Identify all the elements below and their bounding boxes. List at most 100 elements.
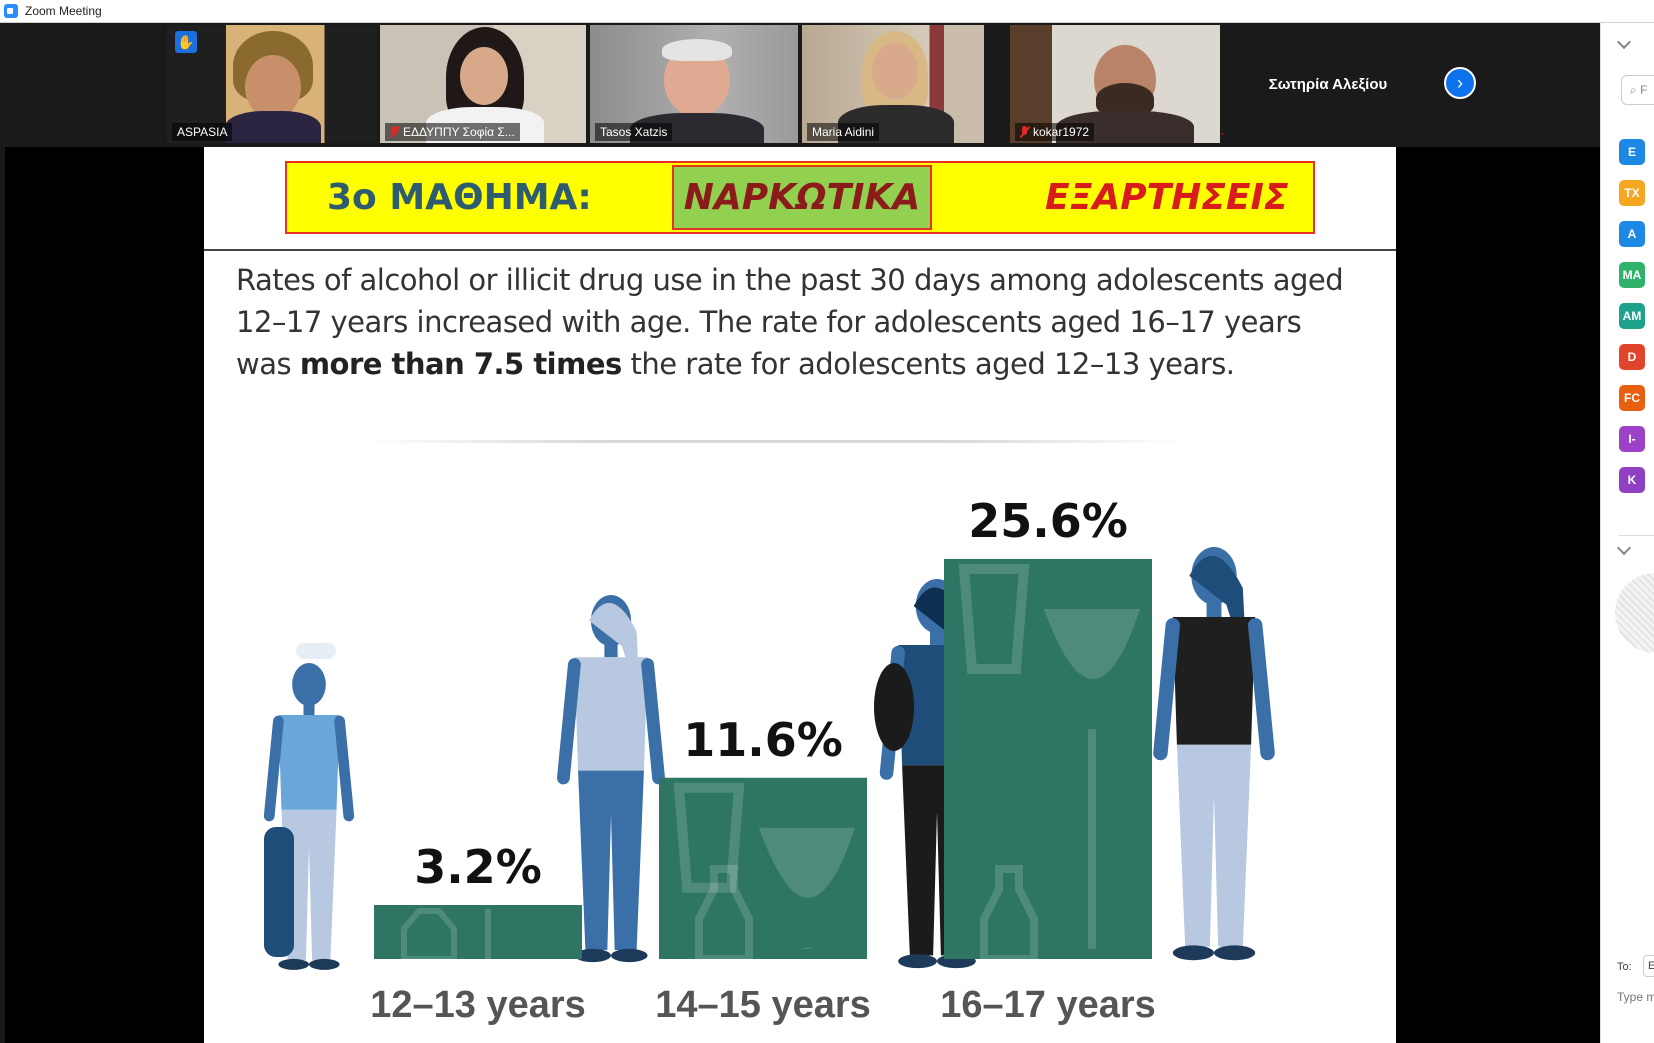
search-icon: ⌕ <box>1630 83 1637 97</box>
backpack-icon <box>874 663 914 751</box>
participant-avatar[interactable]: FC <box>1619 385 1645 411</box>
figure-arm <box>557 658 581 785</box>
chat-to-label: To: <box>1617 961 1632 973</box>
panel-divider <box>1619 535 1654 536</box>
cap-icon <box>296 643 336 659</box>
figure-arm <box>334 715 355 822</box>
value-label: 3.2% <box>414 840 542 894</box>
text-emphasis: more than 7.5 times <box>299 347 622 381</box>
bar-rect <box>659 777 867 959</box>
participant-avatar[interactable]: AM <box>1619 303 1645 329</box>
slide-title-banner: 3ο ΜΑΘΗΜΑ: ΝΑΡΚΩΤΙΚΑ ΕΞΑΡΤΗΣΕΙΣ <box>285 161 1315 234</box>
participant-tile-tasos[interactable]: Tasos Xatzis <box>590 25 798 143</box>
slide-body-text: Rates of alcohol or illicit drug use in … <box>236 259 1356 385</box>
participant-tile-aspasia[interactable]: ✋ ASPASIA <box>167 25 377 143</box>
video-feed <box>1096 83 1154 115</box>
meeting-area: ✋ ASPASIA ΕΔΔΥΠΠΥ Σοφία Σ... Tasos Xatzi… <box>0 23 1600 1043</box>
glass-icon <box>958 564 1030 674</box>
figure-shoe <box>1214 945 1256 961</box>
wine-glass-icon <box>1044 609 1140 679</box>
participant-search-input[interactable]: ⌕ F <box>1621 75 1654 105</box>
age-bar-chart: 3.2% 11.6% 25.6% 12–13 years 14–15 years 16–… <box>263 494 1275 1026</box>
figure-neck <box>930 629 944 645</box>
presentation-slide: 3ο ΜΑΘΗΜΑ: ΝΑΡΚΩΤΙΚΑ ΕΞΑΡΤΗΣΕΙΣ Rates of… <box>204 147 1396 1043</box>
bar <box>944 559 1152 963</box>
figure-legs <box>1176 744 1252 947</box>
category-labels: 12–13 years 14–15 years 16–17 years <box>370 984 1156 1026</box>
figure-arm <box>641 658 665 785</box>
figure-legs <box>281 809 337 960</box>
participant-avatar[interactable]: I- <box>1619 426 1645 452</box>
figure-arm <box>263 715 284 822</box>
participant-tile-maria[interactable]: Maria Aidini <box>802 25 984 143</box>
participant-tile-name-only[interactable]: Σωτηρία Αλεξίου <box>1223 25 1433 143</box>
text-part: Rates of alcohol or illicit drug use in … <box>236 263 1344 381</box>
figure-shoe <box>574 948 611 963</box>
figure-shoe <box>611 948 648 963</box>
side-panel: ⌕ F E TX A MA AM D FC I- K To: E <box>1600 23 1654 1043</box>
participant-avatar[interactable]: TX <box>1619 180 1645 206</box>
chat-message-input[interactable] <box>1617 987 1654 1007</box>
video-feed <box>225 111 321 143</box>
screen-share-area: 3ο ΜΑΘΗΜΑ: ΝΑΡΚΩΤΙΚΑ ΕΞΑΡΤΗΣΕΙΣ Rates of… <box>5 147 1600 1043</box>
participant-avatar[interactable]: E <box>1619 139 1645 165</box>
search-placeholder: F <box>1640 83 1648 97</box>
window-title: Zoom Meeting <box>25 4 102 18</box>
figure-neck <box>1206 600 1222 618</box>
figure-torso <box>574 657 648 771</box>
bottle-icon <box>401 908 457 962</box>
figure-shoe <box>309 958 340 970</box>
participant-name: ASPASIA <box>172 123 233 141</box>
figure-shoe <box>278 958 309 970</box>
figure-hair <box>1189 555 1247 671</box>
participant-name: kokar1972 <box>1015 123 1095 141</box>
category-label: 12–13 years <box>370 984 586 1026</box>
figure-neck <box>303 702 315 716</box>
value-labels: 3.2% 11.6% 25.6% <box>414 494 1128 894</box>
bars <box>374 559 1152 963</box>
teen-girl-figure <box>1153 547 1275 961</box>
skateboard-icon <box>264 827 294 957</box>
participant-avatar[interactable]: K <box>1619 467 1645 493</box>
value-label: 11.6% <box>683 713 843 767</box>
video-feed <box>460 47 508 105</box>
reaction-graphic <box>1615 573 1654 653</box>
wine-glass-icon <box>759 827 855 898</box>
bottle-icon <box>695 865 753 963</box>
bottle-icon <box>980 865 1038 963</box>
figure-shoe <box>1172 945 1214 961</box>
bar-rect <box>374 905 582 959</box>
figure-neck <box>604 642 618 658</box>
mic-muted-icon <box>1020 126 1029 138</box>
figure-torso <box>278 715 340 810</box>
participant-tile-sofia[interactable]: ΕΔΔΥΠΠΥ Σοφία Σ... <box>380 25 586 143</box>
dependencies-label: ΕΞΑΡΤΗΣΕΙΣ <box>1045 177 1289 218</box>
chat-recipient-select[interactable]: E <box>1643 955 1654 977</box>
video-feed <box>872 43 918 99</box>
category-label: 14–15 years <box>655 984 871 1026</box>
video-feed <box>245 55 301 119</box>
figure-legs <box>578 770 644 951</box>
figure-head <box>292 663 326 706</box>
glass-icon <box>673 782 745 893</box>
boy-figure <box>263 643 355 970</box>
category-label: 16–17 years <box>940 984 1156 1026</box>
chevron-down-icon[interactable] <box>1616 540 1632 556</box>
bar <box>374 905 582 962</box>
figure-arm <box>1247 618 1275 761</box>
participant-tile-kokar1972[interactable]: kokar1972 <box>1010 25 1220 143</box>
participant-avatar[interactable]: D <box>1619 344 1645 370</box>
chart-divider <box>364 440 1184 443</box>
title-bar: Zoom Meeting <box>0 0 1654 23</box>
gallery-next-page-button[interactable]: › <box>1444 67 1476 99</box>
chevron-down-icon[interactable] <box>1616 34 1632 50</box>
slide-header: 3ο ΜΑΘΗΜΑ: ΝΑΡΚΩΤΙΚΑ ΕΞΑΡΤΗΣΕΙΣ <box>204 147 1396 251</box>
narcotics-label: ΝΑΡΚΩΤΙΚΑ <box>672 165 932 230</box>
video-feed <box>662 39 732 61</box>
zoom-app-icon <box>4 4 18 18</box>
participant-avatar[interactable]: MA <box>1619 262 1645 288</box>
participant-name: ΕΔΔΥΠΠΥ Σοφία Σ... <box>385 123 520 141</box>
participant-avatar[interactable]: A <box>1619 221 1645 247</box>
figure-hair <box>589 602 641 705</box>
lesson-title: 3ο ΜΑΘΗΜΑ: <box>327 177 592 218</box>
